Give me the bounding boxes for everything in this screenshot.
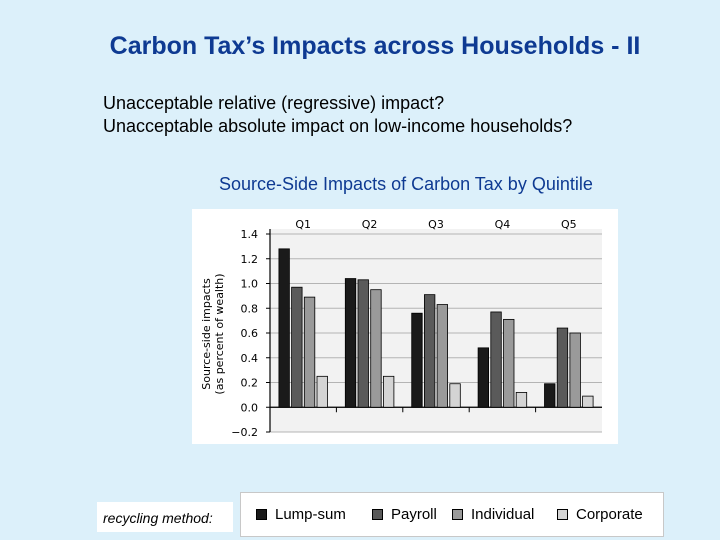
y-axis-label-line: Source-side impacts bbox=[200, 278, 213, 390]
y-tick-label: 0.6 bbox=[241, 327, 259, 340]
y-tick-label: 1.4 bbox=[241, 228, 259, 241]
y-tick-label: 1.2 bbox=[241, 253, 259, 266]
bar-q4-payroll bbox=[490, 311, 502, 408]
legend-swatch-individual bbox=[452, 509, 463, 520]
chart-caption: Source-Side Impacts of Carbon Tax by Qui… bbox=[219, 174, 593, 194]
category-label-q1: Q1 bbox=[295, 218, 311, 231]
category-label-q5: Q5 bbox=[561, 218, 577, 231]
bar-q3-individual bbox=[436, 304, 449, 408]
bar-q5-corporate bbox=[582, 395, 594, 408]
legend-swatch-payroll bbox=[372, 509, 383, 520]
bar-q5-payroll bbox=[556, 327, 569, 408]
bar-chart: 1.4 1.2 1.0 0.8 0.6 0.4 0.2 0.0 −0.2 Source-side … bbox=[200, 218, 602, 439]
y-axis-label-line: (as percent of wealth) bbox=[213, 273, 226, 394]
category-label-q3: Q3 bbox=[428, 218, 444, 231]
bar-q1-corporate bbox=[316, 375, 328, 408]
bar-q5-lump-sum bbox=[544, 383, 556, 408]
legend-label-individual: Individual bbox=[471, 506, 535, 523]
legend-label-lump-sum: Lump-sum bbox=[275, 506, 346, 523]
legend-label-corporate: Corporate bbox=[576, 506, 643, 523]
recycling-method-box: recycling method: bbox=[97, 502, 233, 532]
category-label-q4: Q4 bbox=[495, 218, 511, 231]
bar-q2-payroll bbox=[357, 279, 369, 408]
bar-q4-individual bbox=[503, 318, 515, 408]
category-label-q2: Q2 bbox=[362, 218, 378, 231]
legend-label-payroll: Payroll bbox=[391, 506, 437, 523]
legend-swatch-lump-sum bbox=[256, 509, 267, 520]
bar-q3-corporate bbox=[449, 383, 461, 408]
y-axis-label: Source-side impacts(as percent of wealth… bbox=[200, 273, 226, 394]
legend-swatch-corporate bbox=[557, 509, 568, 520]
bullet-absolute-impact: Unacceptable absolute impact on low-inco… bbox=[103, 116, 573, 136]
bar-q2-individual bbox=[370, 289, 382, 408]
bullet-relative-impact: Unacceptable relative (regressive) impac… bbox=[103, 93, 445, 113]
y-tick-label: 0.2 bbox=[241, 377, 259, 390]
y-tick-label: 0.4 bbox=[241, 352, 259, 365]
y-tick-label: −0.2 bbox=[231, 426, 258, 439]
y-tick-label: 0.8 bbox=[241, 302, 259, 315]
chart-legend: Lump-sum Payroll Individual Corporate bbox=[240, 492, 664, 537]
bar-q3-payroll bbox=[423, 294, 436, 408]
y-tick-label: 1.0 bbox=[241, 278, 259, 291]
bar-q5-individual bbox=[569, 332, 581, 408]
bar-q4-corporate bbox=[515, 391, 528, 408]
bar-q1-lump-sum bbox=[278, 248, 290, 408]
bar-q1-payroll bbox=[291, 286, 303, 408]
slide-title: Carbon Tax’s Impacts across Households -… bbox=[109, 32, 641, 60]
bar-q1-individual bbox=[303, 296, 316, 408]
bar-q3-lump-sum bbox=[411, 312, 423, 408]
y-tick-label: 0.0 bbox=[241, 401, 259, 414]
bar-q2-lump-sum bbox=[344, 278, 357, 408]
bar-q2-corporate bbox=[382, 375, 395, 408]
bullet-list: Unacceptable relative (regressive) impac… bbox=[103, 92, 572, 138]
recycling-method-label: recycling method: bbox=[103, 510, 213, 526]
chart-panel: 1.4 1.2 1.0 0.8 0.6 0.4 0.2 0.0 −0.2 Source-side … bbox=[192, 209, 618, 444]
bar-q4-lump-sum bbox=[477, 347, 490, 408]
